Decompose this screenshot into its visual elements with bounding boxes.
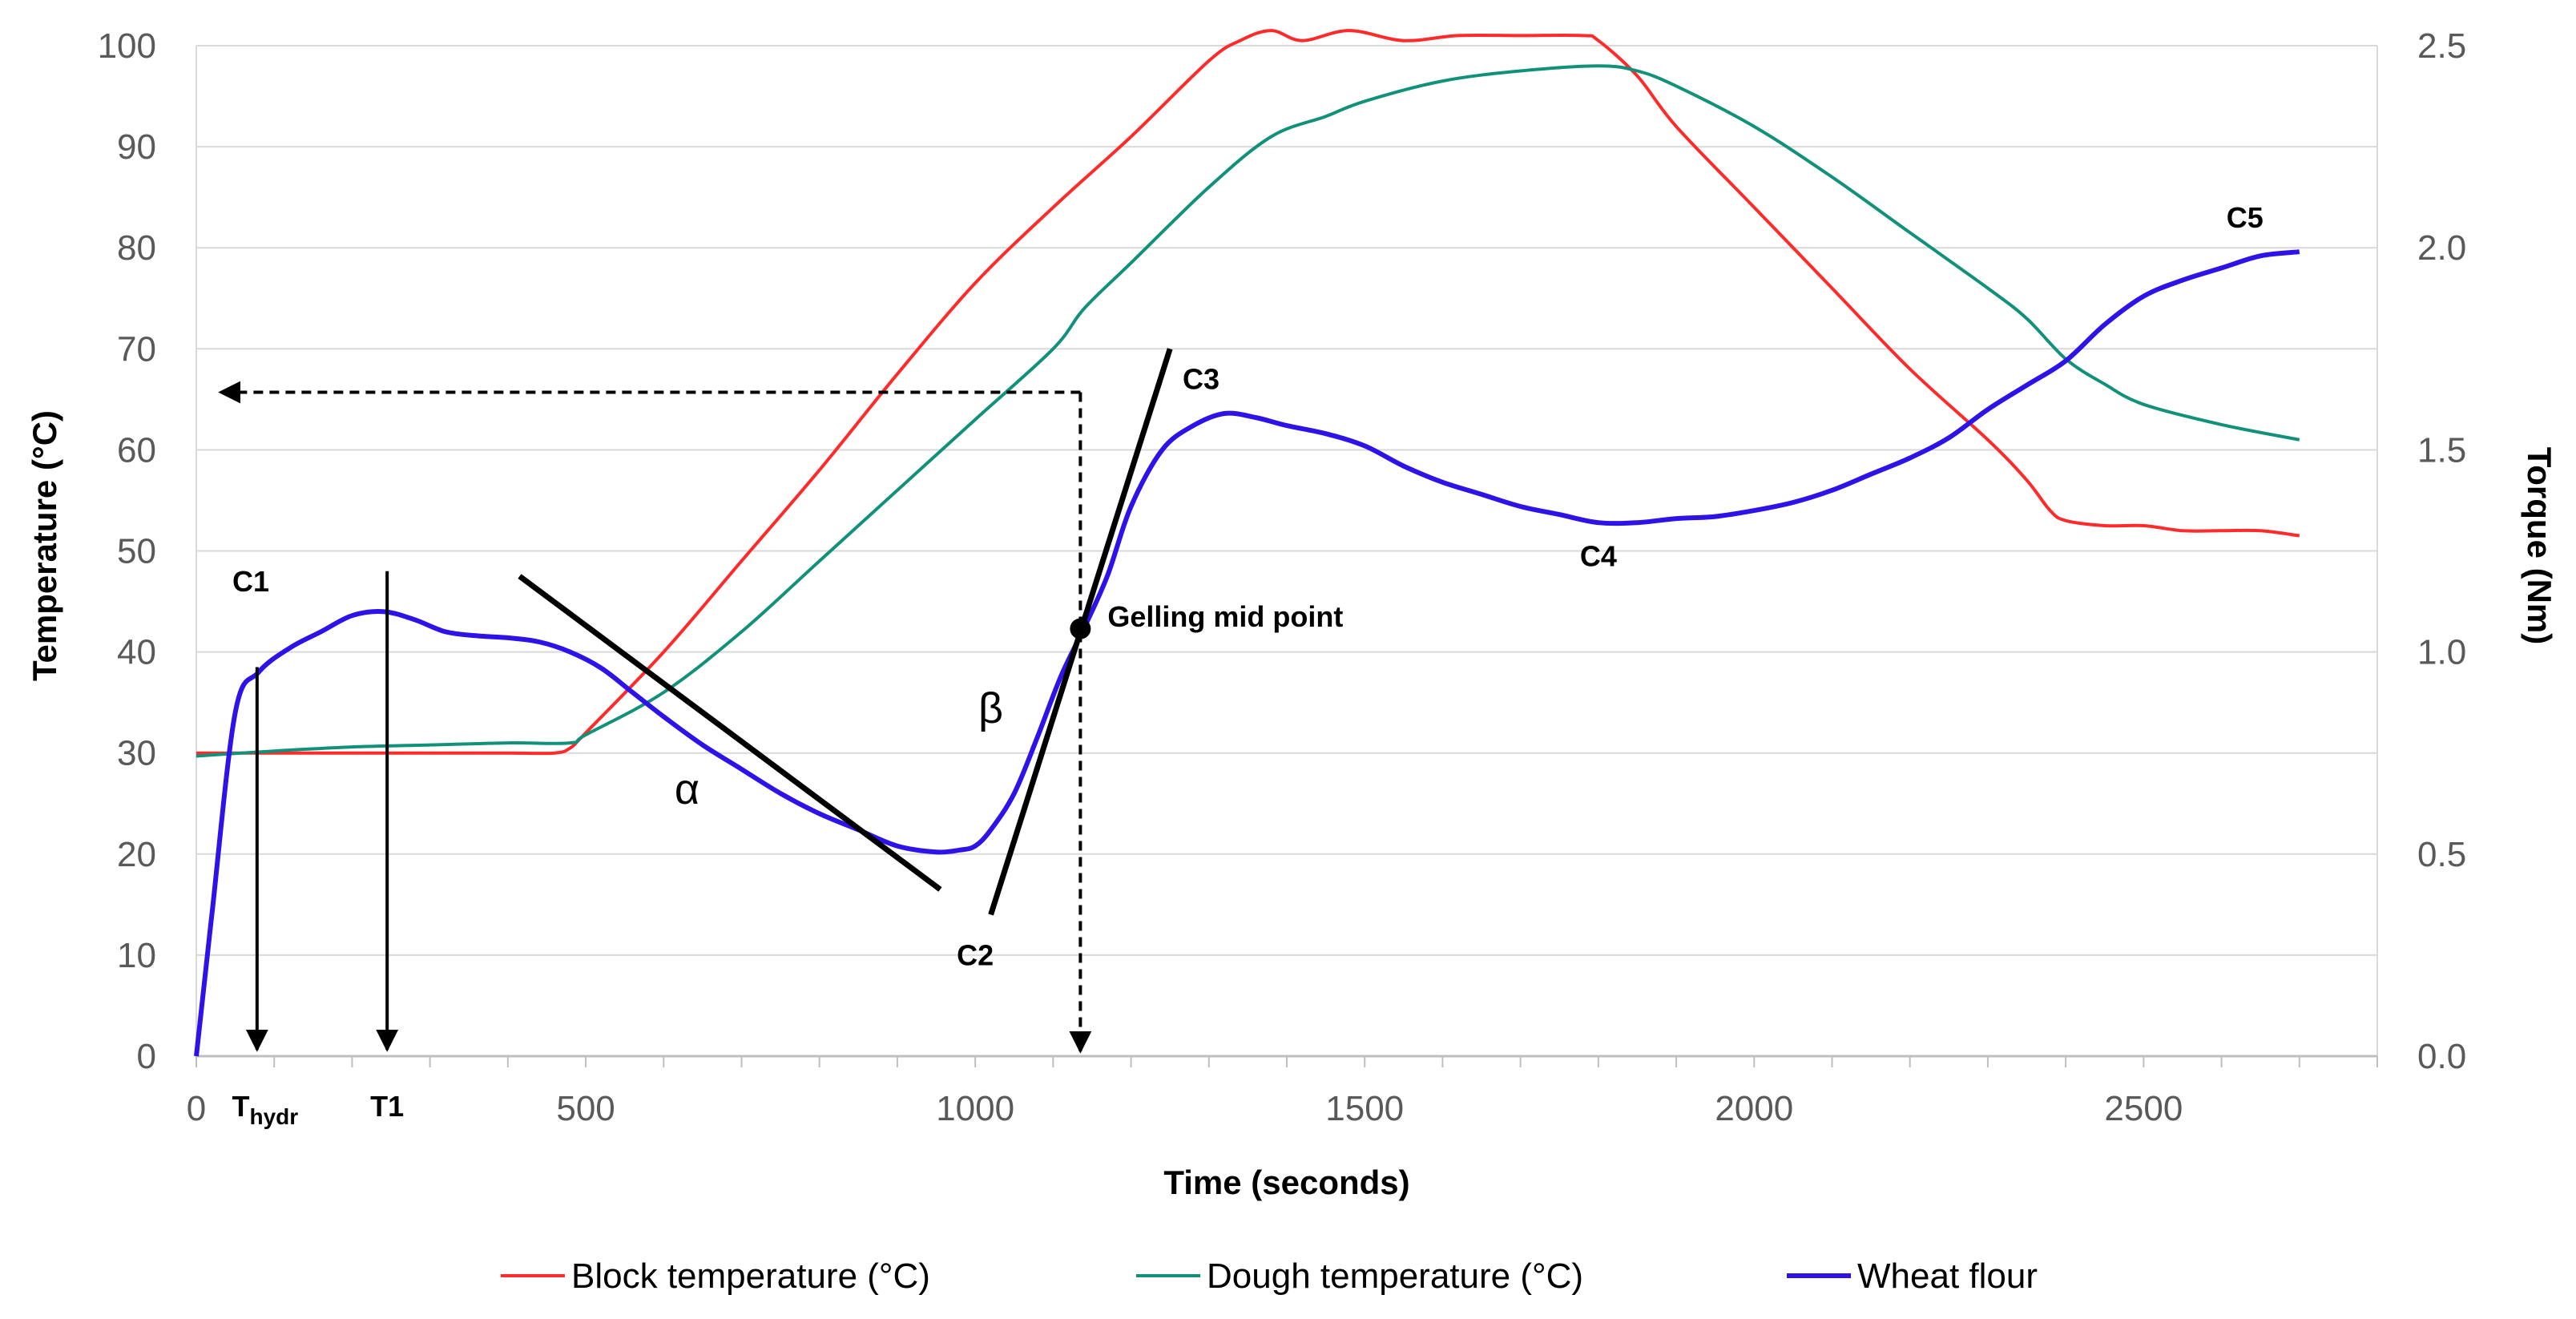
y2-tick-label-0.5: 0.5 — [2417, 835, 2466, 874]
annotation-7: α — [675, 765, 699, 813]
x-tick-label-0: 0 — [187, 1089, 206, 1128]
y2-axis-title: Torque (Nm) — [2521, 447, 2558, 645]
legend-label-3: Wheat flour — [1857, 1256, 2038, 1296]
y-tick-label-0: 0 — [137, 1037, 156, 1076]
x-tick-label-2500: 2500 — [2104, 1089, 2183, 1128]
series-line-3 — [194, 249, 2300, 1057]
y2-tick-label-1.5: 1.5 — [2417, 430, 2466, 470]
tick-labels: 0 10 20 30 40 50 60 70 80 90 100 0.0 0.5 1.0 1.5 2.0 2.5… — [98, 26, 2467, 1128]
axes — [196, 46, 2378, 1067]
gelling-mid-point-dot — [1070, 618, 1091, 639]
annotation-2: C2 — [957, 939, 994, 972]
y-tick-label-30: 30 — [117, 734, 156, 773]
y2-tick-label-2.5: 2.5 — [2417, 26, 2466, 66]
annotation-6: Gelling mid point — [1107, 600, 1343, 633]
y-tick-label-10: 10 — [117, 936, 156, 975]
y-axis-title: Temperature (°C) — [26, 410, 63, 681]
legend-label-1: Block temperature (°C) — [571, 1256, 930, 1296]
y-tick-label-80: 80 — [117, 228, 156, 268]
alpha-tangent — [518, 574, 942, 892]
series-line-2 — [196, 64, 2300, 758]
y-tick-label-100: 100 — [98, 26, 156, 66]
x-tick-label-1500: 1500 — [1325, 1089, 1404, 1128]
y2-tick-label-2.0: 2.0 — [2417, 228, 2466, 268]
y2-tick-label-1.0: 1.0 — [2417, 633, 2466, 672]
y-tick-label-20: 20 — [117, 835, 156, 874]
annotation-3: C3 — [1183, 363, 1219, 396]
x-axis-title: Time (seconds) — [1163, 1164, 1409, 1201]
annotation-4: C4 — [1580, 539, 1617, 572]
x-tick-label-2000: 2000 — [1715, 1089, 1793, 1128]
y-tick-label-50: 50 — [117, 532, 156, 571]
annotation-5: C5 — [2227, 201, 2264, 234]
y-tick-label-70: 70 — [117, 329, 156, 369]
x-tick-label-1000: 1000 — [936, 1089, 1014, 1128]
y2-tick-label-0.0: 0.0 — [2417, 1037, 2466, 1076]
y-tick-label-60: 60 — [117, 430, 156, 470]
x-tick-label-500: 500 — [556, 1089, 615, 1128]
legend-label-2: Dough temperature (°C) — [1207, 1256, 1583, 1296]
annotation-8: β — [978, 684, 1003, 732]
marker-label-2: T1 — [370, 1090, 404, 1123]
legend: Block temperature (°C) Dough temperature … — [501, 1256, 2038, 1296]
annotation-1: C1 — [232, 565, 269, 598]
y-tick-label-40: 40 — [117, 633, 156, 672]
marker-subscript: hydr — [249, 1104, 298, 1129]
series-lines — [194, 29, 2300, 1057]
y-tick-label-90: 90 — [117, 127, 156, 167]
